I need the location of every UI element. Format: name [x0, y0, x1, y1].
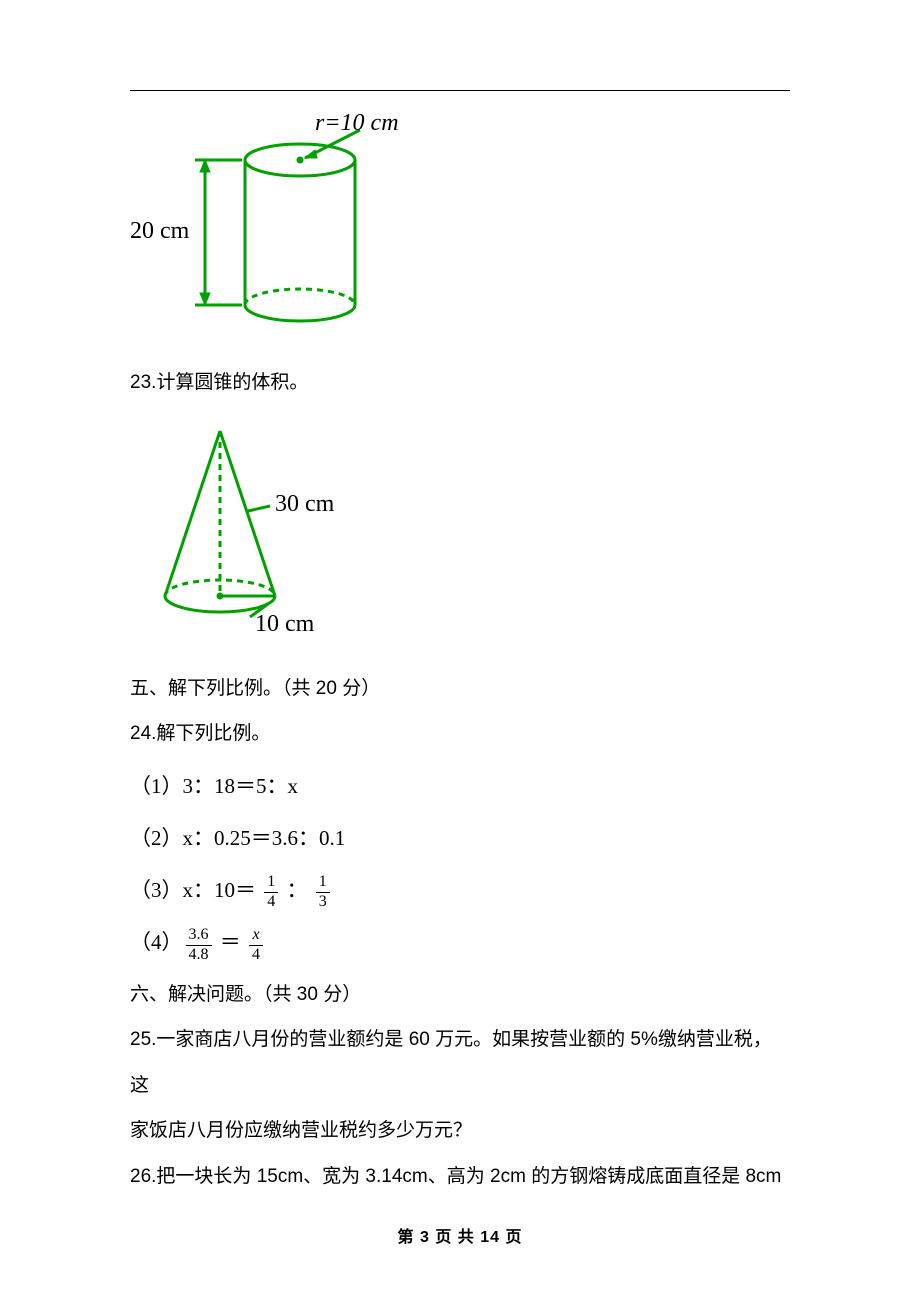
q24-2-body: x：0.25＝3.6：0.1 [183, 826, 346, 850]
question-24-3: （3）x：10＝ 14 ： 13 [130, 867, 790, 913]
q24-3-frac2: 13 [316, 874, 330, 910]
q24-4-frac2: x4 [249, 927, 263, 963]
page-content: r=10 cm 20 cm 23.计算圆锥的体积。 [130, 110, 790, 1200]
cone-figure: 30 cm 10 cm [130, 416, 790, 641]
question-25-line1: 25.一家商店八月份的营业额约是 60 万元。如果按营业额的 5%缴纳营业税，这 [130, 1017, 790, 1108]
frac-num: 1 [264, 874, 278, 893]
question-23: 23.计算圆锥的体积。 [130, 360, 790, 406]
frac-den: 4 [249, 946, 263, 963]
svg-text:r=10 cm: r=10 cm [315, 110, 399, 136]
q24-4-prefix: （4） [130, 930, 183, 954]
q24-4-frac1: 3.64.8 [186, 927, 212, 963]
cylinder-svg: r=10 cm 20 cm [130, 110, 430, 335]
question-24-1: （1）3：18＝5：x [130, 763, 790, 809]
question-24-2: （2）x：0.25＝3.6：0.1 [130, 815, 790, 861]
section-5-heading: 五、解下列比例。（共 20 分） [130, 666, 790, 712]
svg-text:30 cm: 30 cm [275, 491, 335, 517]
q24-1-body: 3：18＝5：x [183, 774, 299, 798]
svg-text:20 cm: 20 cm [130, 218, 190, 244]
question-24-4: （4）3.64.8 ＝ x4 [130, 919, 790, 965]
q24-3-lead: x：10＝ [183, 878, 262, 902]
question-24: 24.解下列比例。 [130, 711, 790, 757]
q24-3-prefix: （3） [130, 878, 183, 902]
frac-den: 3 [316, 893, 330, 910]
cone-svg: 30 cm 10 cm [130, 416, 390, 641]
svg-text:10 cm: 10 cm [255, 611, 315, 637]
section-6-heading: 六、解决问题。（共 30 分） [130, 972, 790, 1018]
frac-num: 3.6 [186, 927, 212, 946]
q24-3-mid: ： [281, 878, 313, 902]
q24-4-mid: ＝ [215, 930, 247, 954]
page-footer: 第 3 页 共 14 页 [0, 1223, 920, 1247]
question-26-line1: 26.把一块长为 15cm、宽为 3.14cm、高为 2cm 的方钢熔铸成底面直… [130, 1154, 790, 1200]
frac-den: 4.8 [186, 946, 212, 963]
question-25-line2: 家饭店八月份应缴纳营业税约多少万元？ [130, 1108, 790, 1154]
q24-1-prefix: （1） [130, 774, 183, 798]
cylinder-figure: r=10 cm 20 cm [130, 110, 790, 335]
q24-2-prefix: （2） [130, 826, 183, 850]
q24-3-frac1: 14 [264, 874, 278, 910]
frac-num: x [249, 927, 263, 946]
frac-den: 4 [264, 893, 278, 910]
frac-num: 1 [316, 874, 330, 893]
document-page: r=10 cm 20 cm 23.计算圆锥的体积。 [0, 0, 920, 1302]
header-rule [130, 90, 790, 91]
